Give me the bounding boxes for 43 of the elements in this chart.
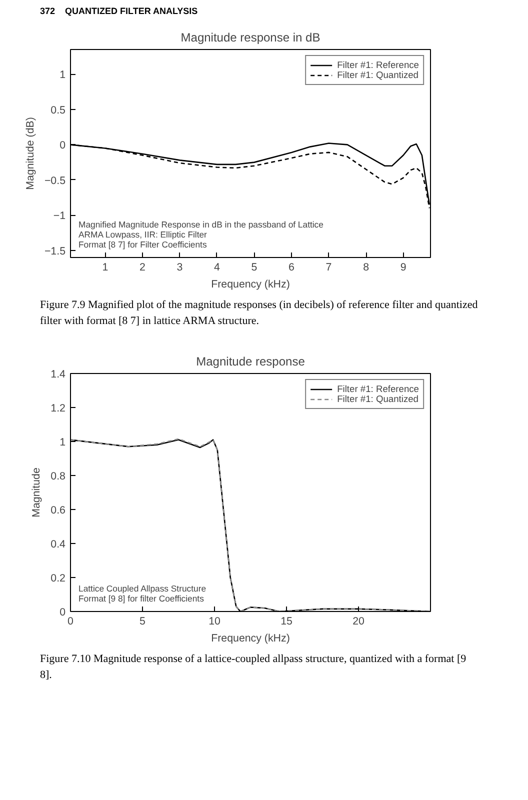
x-tick-label: 1 xyxy=(102,261,108,274)
caption: Figure 7.9 Magnified plot of the magnitude responses (in decibels) of reference filter and quantized filter with format [8 7] in lattice ARMA structure. xyxy=(40,298,479,329)
y-axis-title: Magnitude xyxy=(30,468,43,518)
caption: Figure 7.10 Magnitude response of a lattice-coupled allpass structure, quantized with a format [9 8]. xyxy=(40,652,468,683)
y-tick-label: 1 xyxy=(60,436,66,449)
x-tick-label: 3 xyxy=(176,261,183,274)
text: 372 QUANTIZED FILTER ANALYSIS xyxy=(40,5,198,18)
y-tick-label: 0.6 xyxy=(50,504,66,517)
x-tick-label: 9 xyxy=(400,261,406,274)
legend-label: Filter #1: Quantized xyxy=(337,394,418,404)
chart-title: Magnitude response in dB xyxy=(180,30,320,44)
annotation: Lattice Coupled Allpass Structure Format [9 8] for filter Coefficients xyxy=(78,584,206,604)
x-tick-label: 2 xyxy=(139,261,146,274)
legend-label: Filter #1: Reference xyxy=(337,384,419,394)
legend-label: Filter #1: Quantized xyxy=(337,70,418,80)
y-tick-label: 0.4 xyxy=(50,538,66,551)
y-axis-title: Magnitude (dB) xyxy=(24,116,36,190)
y-tick-label: −1 xyxy=(53,210,66,222)
y-tick-label: −1.5 xyxy=(44,245,66,258)
x-tick-label: 15 xyxy=(280,616,292,628)
x-tick-label: 5 xyxy=(140,616,146,628)
x-tick-label: 6 xyxy=(288,261,295,274)
chart-title: Magnitude response xyxy=(196,354,306,369)
y-tick-label: 0.5 xyxy=(50,104,66,116)
x-tick-label: 10 xyxy=(208,616,220,628)
x-axis-title: Frequency (kHz) xyxy=(211,278,290,290)
y-tick-label: 0 xyxy=(60,140,66,152)
y-tick-label: 0 xyxy=(60,606,66,619)
x-tick-label: 5 xyxy=(251,261,258,274)
y-tick-label: −0.5 xyxy=(44,174,66,187)
y-tick-label: 1.4 xyxy=(50,368,66,381)
x-tick-label: 20 xyxy=(352,616,364,628)
annotation: Magnified Magnitude Response in dB in the passband of Lattice ARMA Lowpass, IIR: Elliptic Filter Format [8 7] for Filter Coefficients xyxy=(78,219,324,250)
y-tick-label: 0.8 xyxy=(50,470,66,483)
x-tick-label: 0 xyxy=(68,616,74,628)
x-tick-label: 8 xyxy=(363,261,370,274)
legend-label: Filter #1: Reference xyxy=(337,60,419,70)
y-tick-label: 0.2 xyxy=(50,572,66,585)
x-tick-label: 7 xyxy=(326,261,332,274)
y-tick-label: 1 xyxy=(60,69,66,82)
x-tick-label: 4 xyxy=(214,261,220,274)
x-axis-title: Frequency (kHz) xyxy=(211,632,290,645)
y-tick-label: 1.2 xyxy=(50,402,66,415)
